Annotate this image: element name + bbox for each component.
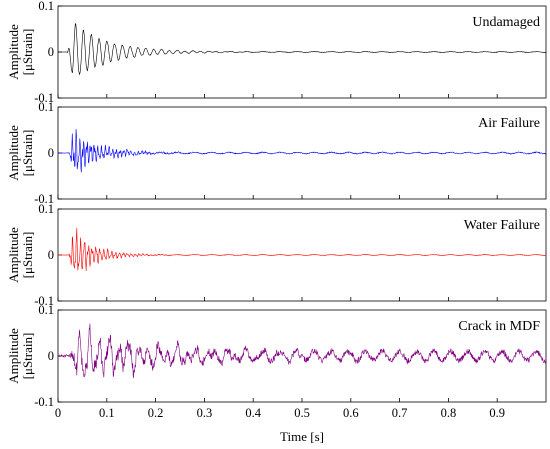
x-tick-label: 0.8 bbox=[441, 406, 457, 420]
y-tick-label: 0 bbox=[48, 349, 54, 363]
x-tick-label: 0.3 bbox=[197, 406, 213, 420]
panel-2: -0.1 0 0.1 Air Failure Amplitude[μStrain] bbox=[6, 100, 547, 206]
panel-title: Undamaged bbox=[472, 15, 540, 30]
x-tick-label: 0.2 bbox=[148, 406, 164, 420]
series-line-1 bbox=[57, 22, 547, 76]
x-tick-label: 0.1 bbox=[99, 406, 115, 420]
y-tick-label: 0.1 bbox=[38, 100, 54, 114]
y-axis-label: Amplitude[μStrain] bbox=[6, 24, 35, 80]
y-tick-label: -0.1 bbox=[34, 91, 54, 105]
panel-3: -0.1 0 0.1 Water Failure Amplitude[μStrain] bbox=[6, 202, 547, 308]
y-tick-label: 0 bbox=[48, 146, 54, 160]
panel-title: Air Failure bbox=[478, 116, 540, 131]
x-tick-label: 0.7 bbox=[392, 406, 408, 420]
y-tick-label: 0.1 bbox=[38, 0, 54, 13]
panel-title: Crack in MDF bbox=[458, 319, 540, 334]
y-tick-label: 0 bbox=[48, 45, 54, 59]
panels-layer: -0.100.1UndamagedAmplitude[μStrain]-0.10… bbox=[6, 0, 547, 409]
x-tick-label: 0.6 bbox=[343, 406, 359, 420]
x-tick-label: 0.4 bbox=[245, 406, 261, 420]
x-tick-label: 0 bbox=[55, 406, 61, 420]
panel-4: -0.1 0 0.1 Crack in MDF Amplitude[μStrain] bbox=[6, 303, 547, 409]
y-tick-label: 0.1 bbox=[38, 202, 54, 216]
series-line-4 bbox=[57, 323, 547, 379]
y-tick-label: -0.1 bbox=[34, 395, 54, 409]
y-tick-label: -0.1 bbox=[34, 192, 54, 206]
x-tick-label: 0.9 bbox=[489, 406, 505, 420]
y-tick-label: -0.1 bbox=[34, 294, 54, 308]
panel-1: -0.1 0 0.1 Undamaged Amplitude[μStrain] bbox=[6, 0, 547, 105]
series-line-2 bbox=[57, 129, 547, 173]
x-axis: 0 0.1 0.2 0.3 0.4 0.5 0.6 0.7 0.8 0.9 bbox=[55, 406, 505, 420]
y-tick-label: 0 bbox=[48, 248, 54, 262]
series-line-3 bbox=[57, 228, 547, 272]
y-axis-label: Amplitude[μStrain] bbox=[6, 328, 35, 384]
y-axis-label: Amplitude[μStrain] bbox=[6, 227, 35, 283]
x-tick-label: 0.5 bbox=[294, 406, 310, 420]
x-axis-label: Time [s] bbox=[280, 429, 324, 444]
y-axis-label: Amplitude[μStrain] bbox=[6, 125, 35, 181]
y-tick-label: 0.1 bbox=[38, 303, 54, 317]
panel-title: Water Failure bbox=[464, 218, 540, 233]
